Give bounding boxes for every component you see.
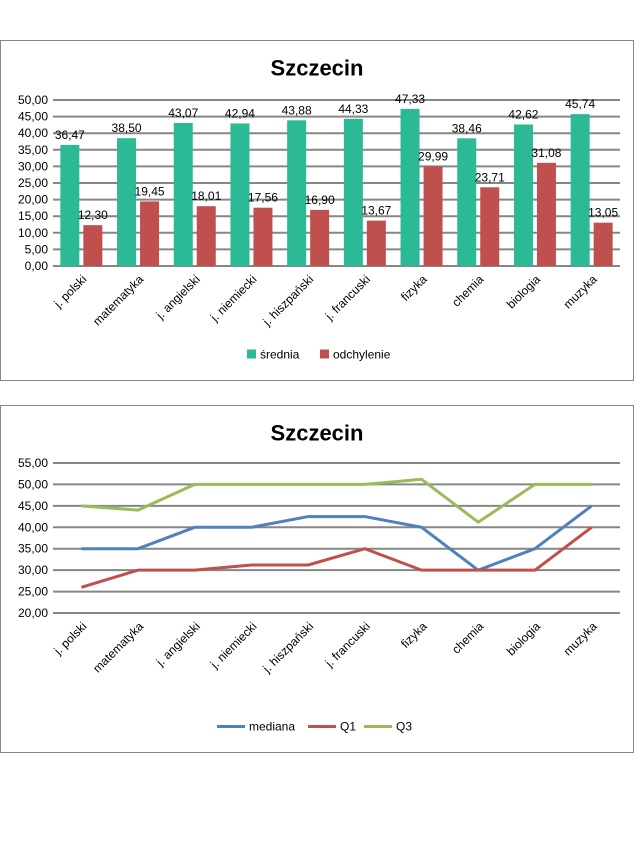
y-tick-label: 15,00 bbox=[18, 209, 48, 223]
y-tick-label: 45,00 bbox=[18, 110, 48, 124]
y-tick-label: 25,00 bbox=[18, 176, 48, 190]
data-label: 31,08 bbox=[531, 146, 561, 160]
data-label: 16,90 bbox=[305, 193, 335, 207]
y-tick-label: 40,00 bbox=[18, 520, 48, 534]
data-label: 42,94 bbox=[225, 106, 255, 120]
y-tick-label: 40,00 bbox=[18, 126, 48, 140]
data-label: 38,50 bbox=[112, 121, 142, 135]
bar-odchylenie bbox=[366, 220, 386, 266]
data-label: 42,62 bbox=[508, 108, 538, 122]
y-tick-label: 45,00 bbox=[18, 499, 48, 513]
data-label: 36,47 bbox=[55, 128, 85, 142]
data-label: 38,46 bbox=[452, 121, 482, 135]
y-tick-label: 55,00 bbox=[18, 456, 48, 470]
legend-label: średnia bbox=[260, 348, 300, 362]
bar-odchylenie bbox=[83, 225, 103, 266]
y-tick-label: 0,00 bbox=[25, 259, 49, 273]
legend-label: Q3 bbox=[396, 720, 412, 734]
data-label: 13,67 bbox=[361, 204, 391, 218]
data-label: 44,33 bbox=[338, 102, 368, 116]
y-tick-label: 30,00 bbox=[18, 563, 48, 577]
bar-średnia bbox=[287, 120, 307, 267]
y-tick-label: 30,00 bbox=[18, 159, 48, 173]
bar-odchylenie bbox=[480, 187, 500, 266]
bar-odchylenie bbox=[423, 166, 443, 266]
legend-label: mediana bbox=[249, 720, 295, 734]
bar-odchylenie bbox=[310, 209, 330, 266]
data-label: 29,99 bbox=[418, 149, 448, 163]
y-tick-label: 10,00 bbox=[18, 226, 48, 240]
chart-title: Szczecin bbox=[271, 421, 364, 446]
legend-label: odchylenie bbox=[333, 348, 391, 362]
data-label: 12,30 bbox=[78, 208, 108, 222]
y-tick-label: 25,00 bbox=[18, 585, 48, 599]
bar-średnia bbox=[400, 108, 420, 266]
legend-label: Q1 bbox=[340, 720, 356, 734]
bar-średnia bbox=[343, 118, 363, 266]
data-label: 23,71 bbox=[475, 170, 505, 184]
line-Q1 bbox=[80, 526, 593, 589]
data-label: 43,07 bbox=[168, 106, 198, 120]
chart-title: Szczecin bbox=[271, 56, 364, 81]
data-label: 13,05 bbox=[588, 206, 618, 220]
data-label: 19,45 bbox=[135, 184, 165, 198]
y-tick-label: 35,00 bbox=[18, 143, 48, 157]
bar-średnia bbox=[117, 138, 137, 266]
bar-odchylenie bbox=[140, 201, 160, 266]
data-label: 18,01 bbox=[191, 189, 221, 203]
bar-średnia bbox=[457, 138, 477, 266]
line-mediana bbox=[81, 504, 593, 572]
bar-średnia bbox=[173, 123, 193, 266]
data-label: 17,56 bbox=[248, 191, 278, 205]
bar-odchylenie bbox=[253, 207, 273, 266]
line-Q3 bbox=[81, 477, 592, 524]
y-tick-label: 50,00 bbox=[18, 93, 48, 107]
y-tick-label: 35,00 bbox=[18, 542, 48, 556]
legend-swatch bbox=[320, 349, 329, 359]
data-label: 47,33 bbox=[395, 92, 425, 106]
bar-średnia bbox=[230, 123, 250, 266]
bar-odchylenie bbox=[536, 162, 556, 266]
y-tick-label: 5,00 bbox=[25, 242, 49, 256]
bar-odchylenie bbox=[196, 206, 216, 266]
y-tick-label: 20,00 bbox=[18, 193, 48, 207]
bar-średnia bbox=[60, 144, 80, 266]
y-tick-label: 20,00 bbox=[18, 606, 48, 620]
bar-średnia bbox=[570, 114, 590, 267]
bar-średnia bbox=[513, 124, 533, 266]
data-label: 43,88 bbox=[282, 103, 312, 117]
data-label: 45,74 bbox=[565, 97, 595, 111]
chart-frame bbox=[0, 405, 634, 753]
bar-chart: Szczecin 0,00 5,00 10,00 15,00 20,00 25,00 30,0… bbox=[0, 40, 634, 381]
legend-swatch bbox=[247, 349, 256, 359]
bar-odchylenie bbox=[593, 222, 613, 266]
y-tick-label: 50,00 bbox=[18, 477, 48, 491]
